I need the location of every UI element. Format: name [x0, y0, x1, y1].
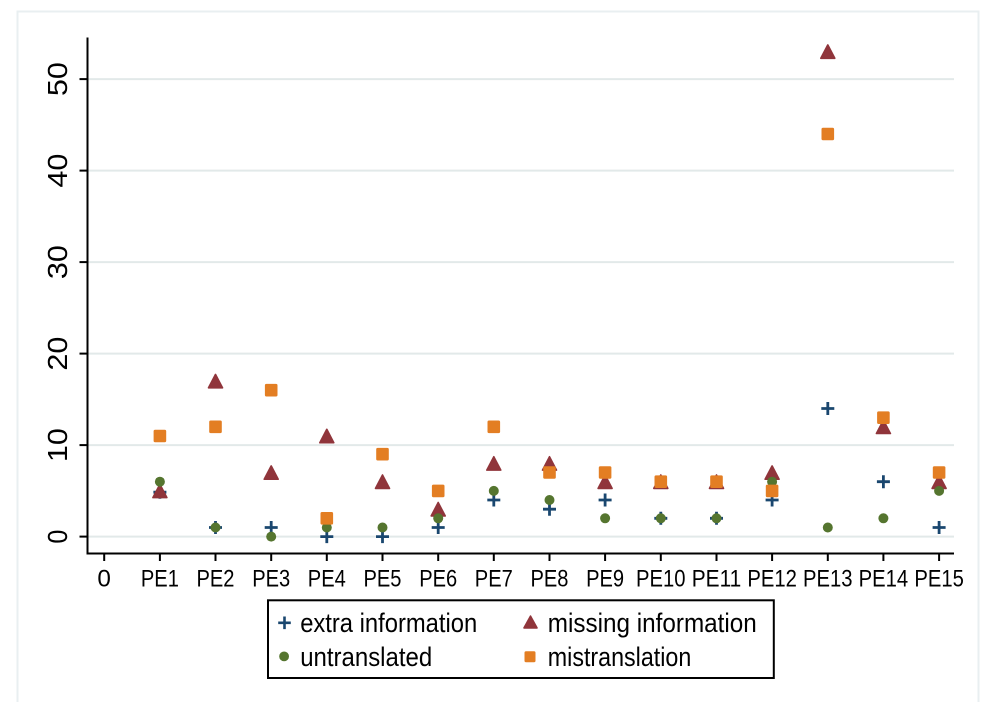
svg-text:mistranslation: mistranslation [548, 642, 692, 672]
svg-text:PE13: PE13 [803, 566, 853, 593]
svg-text:PE7: PE7 [475, 566, 513, 593]
svg-text:10: 10 [42, 428, 73, 462]
svg-text:30: 30 [42, 245, 73, 279]
svg-text:PE9: PE9 [586, 566, 624, 593]
svg-text:PE5: PE5 [364, 566, 402, 593]
svg-text:PE6: PE6 [419, 566, 457, 593]
svg-text:PE1: PE1 [141, 566, 179, 593]
svg-text:40: 40 [42, 154, 73, 188]
svg-text:untranslated: untranslated [300, 642, 432, 672]
svg-text:50: 50 [42, 62, 73, 96]
svg-text:PE12: PE12 [747, 566, 797, 593]
svg-text:0: 0 [97, 566, 111, 593]
svg-text:PE2: PE2 [197, 566, 235, 593]
svg-text:20: 20 [42, 337, 73, 371]
svg-text:PE11: PE11 [692, 566, 742, 593]
svg-text:PE10: PE10 [636, 566, 686, 593]
svg-text:extra information: extra information [300, 608, 477, 638]
svg-text:PE4: PE4 [308, 566, 346, 593]
svg-text:PE15: PE15 [914, 566, 964, 593]
svg-text:0: 0 [42, 530, 73, 544]
svg-text:PE14: PE14 [859, 566, 909, 593]
svg-text:PE8: PE8 [531, 566, 569, 593]
svg-text:missing information: missing information [548, 608, 757, 638]
svg-text:PE3: PE3 [252, 566, 290, 593]
